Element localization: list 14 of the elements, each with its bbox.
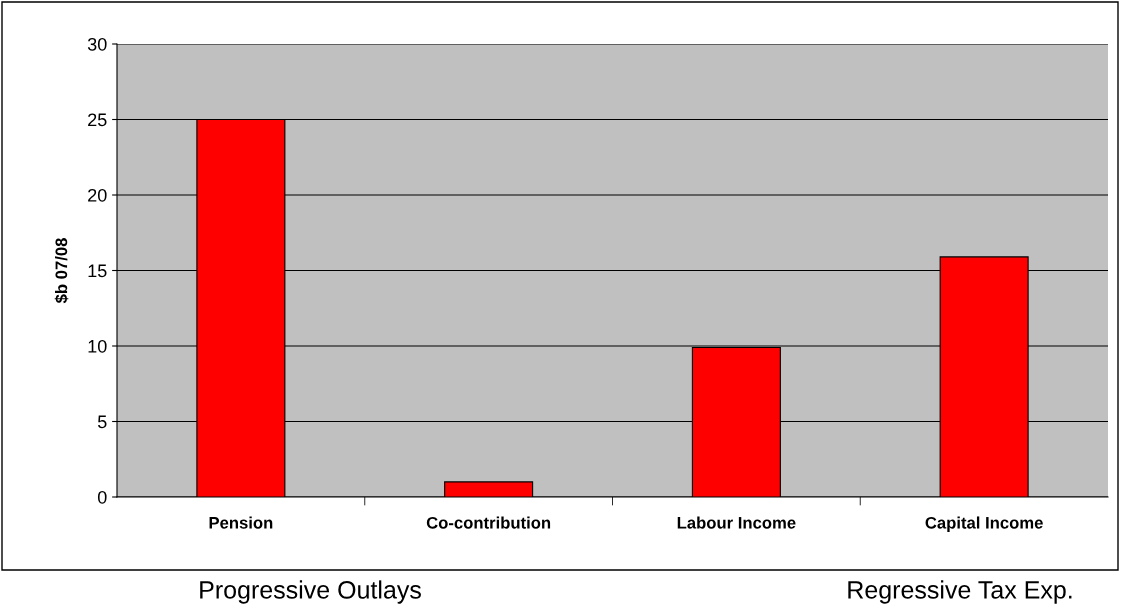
text: Regressive Tax Exp. <box>848 580 1072 604</box>
x-tick-label: Labour Income <box>677 516 796 529</box>
y-tick-label: 15 <box>88 264 107 278</box>
y-axis-title: $b 07/08 <box>54 238 69 304</box>
y-tick-label: 5 <box>97 415 107 429</box>
text: Progressive Outlays <box>200 580 421 604</box>
y-tick-label: 0 <box>97 490 107 504</box>
y-tick-label: 10 <box>88 339 107 353</box>
x-tick-label: Pension <box>209 516 273 529</box>
y-tick-label: 20 <box>88 188 107 202</box>
y-tick-label: 30 <box>87 37 107 51</box>
x-tick-label: Co-contribution <box>426 516 551 529</box>
y-tick-label: 25 <box>88 113 107 127</box>
x-tick-label: Capital Income <box>925 516 1043 532</box>
